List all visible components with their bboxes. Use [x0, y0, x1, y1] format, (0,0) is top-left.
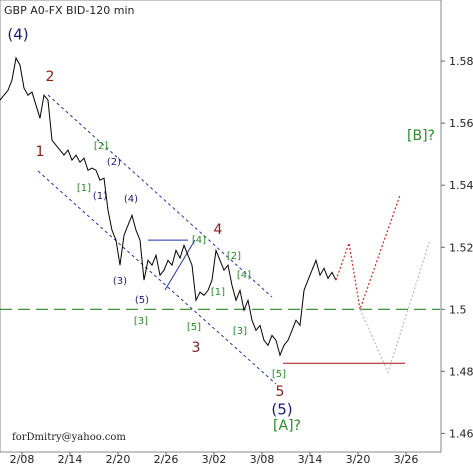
- y-tick-label: 1.48: [449, 365, 473, 378]
- plot-frame: [0, 0, 442, 453]
- wave-label: 2: [46, 69, 55, 85]
- x-tick-label: 3/08: [250, 453, 275, 465]
- wave-label: [4]: [237, 270, 251, 281]
- x-tick-label: 2/08: [10, 453, 35, 465]
- x-tick-label: 3/14: [298, 453, 323, 465]
- wave-label: [3]: [233, 326, 247, 337]
- forecast-line: [335, 194, 401, 310]
- y-tick-label: 1.46: [449, 427, 473, 440]
- wave-label: (5): [271, 401, 292, 419]
- x-tick-label: 3/02: [202, 453, 227, 465]
- annotations: (4) 2 1 [2] (2) [1] (1) (4) (3) [4] 4 [2…: [7, 26, 435, 435]
- wave-label: (1): [93, 191, 107, 202]
- x-tick-label: 2/26: [154, 453, 179, 465]
- wave-label: (4): [124, 194, 138, 205]
- price-line: [0, 56, 337, 357]
- wave-label: 5: [276, 384, 285, 400]
- wave-label: 4: [214, 222, 223, 238]
- wave-label: [A]?: [273, 418, 301, 434]
- wave-label: (2): [107, 157, 121, 168]
- wave-label: [1]: [77, 183, 91, 194]
- x-tick-label: 3/26: [394, 453, 419, 465]
- wave-label: (4): [7, 26, 28, 44]
- channel-line: [37, 170, 277, 385]
- wave-label: [1]: [211, 287, 225, 298]
- y-tick-label: 1.52: [449, 241, 473, 254]
- wave-label: [B]?: [407, 128, 435, 144]
- x-tick-label: 2/14: [58, 453, 83, 465]
- y-tick-label: 1.54: [449, 179, 473, 192]
- wave-label: [4]: [192, 235, 206, 246]
- x-tick-label: 3/20: [346, 453, 371, 465]
- wave-label: 1: [36, 144, 45, 160]
- y-tick-label: 1.5: [449, 303, 467, 316]
- channel-line: [47, 94, 273, 298]
- wave-label: [5]: [187, 322, 201, 333]
- chart-title: GBP A0-FX BID-120 min: [4, 4, 135, 17]
- y-tick-label: 1.58: [449, 55, 473, 68]
- wave-label: [3]: [134, 316, 148, 327]
- triangle-line: [164, 239, 196, 291]
- x-tick-label: 2/20: [106, 453, 131, 465]
- y-tick-label: 1.56: [449, 117, 473, 130]
- forecast-line: [359, 239, 431, 374]
- wave-label: (5): [135, 295, 149, 306]
- wave-label: 3: [192, 340, 201, 356]
- wave-label: [5]: [272, 369, 286, 380]
- wave-label: (3): [113, 276, 127, 287]
- footer: forDmitry@yahoo.com: [12, 432, 126, 443]
- wave-label: [2]: [94, 141, 108, 152]
- wave-label: [2]: [227, 251, 241, 262]
